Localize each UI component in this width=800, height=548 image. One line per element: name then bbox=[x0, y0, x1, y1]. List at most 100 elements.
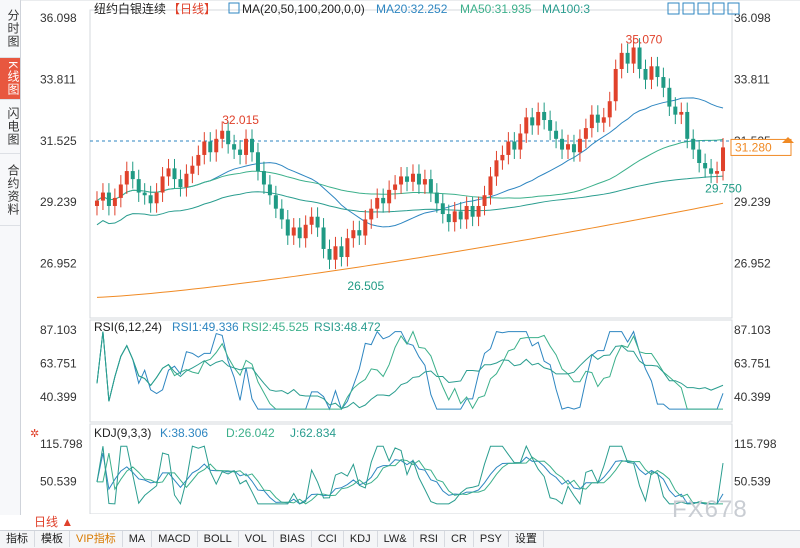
side-tab-3[interactable]: 合约资料 bbox=[0, 154, 20, 226]
indicator-button-6[interactable]: VOL bbox=[239, 531, 274, 547]
date-label-4: 2024/11 bbox=[613, 513, 656, 514]
candle-body-102 bbox=[703, 163, 708, 169]
header-symbol: 纽约白银连续 bbox=[94, 1, 166, 16]
candle-body-94 bbox=[655, 66, 660, 78]
indicator-button-5[interactable]: BOLL bbox=[198, 531, 239, 547]
candle-body-39 bbox=[327, 248, 332, 260]
indicator-button-2[interactable]: VIP指标 bbox=[70, 531, 123, 547]
candle-body-73 bbox=[530, 117, 535, 126]
watermark: FX678 bbox=[672, 496, 748, 523]
candle-body-34 bbox=[297, 227, 302, 239]
current-price: 31.280 bbox=[735, 140, 772, 154]
candle-body-4 bbox=[118, 184, 123, 198]
indicator-button-14[interactable]: 设置 bbox=[509, 531, 544, 547]
side-tab-2[interactable]: 闪电图 bbox=[0, 100, 20, 154]
indicator-button-9[interactable]: KDJ bbox=[344, 531, 378, 547]
price-left-3: 29.239 bbox=[40, 195, 77, 209]
rsi1-line bbox=[96, 330, 724, 411]
toolbar-plus-icon bbox=[667, 2, 680, 15]
candle-body-31 bbox=[279, 208, 284, 220]
side-tab-1[interactable]: K线图 bbox=[0, 58, 20, 100]
indicator-button-0[interactable]: 指标 bbox=[0, 531, 35, 547]
period-selector[interactable]: 日线 ▲ bbox=[34, 515, 74, 529]
price-right-4: 26.952 bbox=[734, 257, 771, 271]
candle-body-51 bbox=[399, 176, 404, 185]
candle-body-19 bbox=[208, 141, 213, 153]
candle-body-92 bbox=[643, 68, 648, 80]
candle-body-77 bbox=[554, 130, 559, 139]
candle-body-23 bbox=[232, 144, 237, 150]
candle-body-68 bbox=[500, 154, 505, 161]
candle-body-75 bbox=[542, 111, 547, 121]
candle-body-36 bbox=[309, 216, 314, 225]
candle-body-60 bbox=[452, 211, 457, 223]
candle-body-104 bbox=[715, 171, 720, 174]
candle-body-97 bbox=[673, 106, 678, 115]
candle-body-55 bbox=[422, 179, 427, 185]
candle-body-44 bbox=[357, 230, 362, 236]
candle-body-66 bbox=[488, 176, 493, 196]
indicator-button-1[interactable]: 模板 bbox=[35, 531, 70, 547]
candle-body-21 bbox=[220, 130, 225, 139]
indicator-button-10[interactable]: LW& bbox=[378, 531, 414, 547]
candle-body-37 bbox=[315, 216, 320, 228]
side-tab-0[interactable]: 分时图 bbox=[0, 0, 20, 58]
candle-body-11 bbox=[160, 176, 165, 193]
indicator-button-11[interactable]: RSI bbox=[414, 531, 445, 547]
candle-body-64 bbox=[476, 205, 481, 217]
rsi-right-1: 63.751 bbox=[734, 357, 771, 371]
ma-settings-icon bbox=[228, 2, 240, 14]
candle-body-3 bbox=[112, 197, 117, 206]
candle-body-83 bbox=[589, 114, 594, 129]
price-left-4: 26.952 bbox=[40, 257, 77, 271]
candle-body-101 bbox=[697, 149, 702, 164]
candle-body-100 bbox=[691, 138, 696, 150]
candle-body-65 bbox=[482, 195, 487, 206]
candle-body-25 bbox=[244, 138, 249, 155]
candle-body-78 bbox=[560, 138, 565, 150]
indicator-button-3[interactable]: MA bbox=[123, 531, 153, 547]
candle-body-12 bbox=[166, 168, 171, 177]
price-right-0: 36.098 bbox=[734, 11, 771, 25]
candle-body-40 bbox=[333, 246, 338, 260]
candle-body-54 bbox=[416, 173, 421, 185]
candle-body-85 bbox=[601, 117, 606, 123]
date-label-2: 2024/09 bbox=[384, 513, 428, 514]
candle-body-103 bbox=[709, 168, 714, 174]
header-ma50: MA50:31.935 bbox=[460, 2, 532, 16]
ma50-line bbox=[96, 138, 724, 202]
rsi-left-2: 40.399 bbox=[40, 390, 77, 404]
candle-body-96 bbox=[667, 87, 672, 107]
kdj-right-0: 115.798 bbox=[734, 437, 777, 451]
candle-body-79 bbox=[566, 144, 570, 150]
toolbar-right-icon bbox=[712, 2, 725, 15]
candle-body-50 bbox=[393, 184, 398, 190]
candle-body-70 bbox=[512, 141, 517, 150]
candle-body-9 bbox=[148, 195, 153, 204]
candle-body-69 bbox=[506, 141, 511, 155]
indicator-button-7[interactable]: BIAS bbox=[274, 531, 312, 547]
price-right-1: 33.811 bbox=[734, 72, 770, 86]
kdj-d-value: D:26.042 bbox=[226, 426, 275, 440]
indicator-button-8[interactable]: CCI bbox=[312, 531, 344, 547]
high-left-label: 32.015 bbox=[222, 113, 259, 127]
indicator-button-13[interactable]: PSY bbox=[474, 531, 509, 547]
candle-body-90 bbox=[631, 47, 636, 64]
candle-body-58 bbox=[440, 203, 445, 215]
kline-chart[interactable]: 36.09836.09833.81133.81131.52531.52529.2… bbox=[20, 0, 800, 514]
candle-body-105 bbox=[721, 147, 726, 172]
kdj-j-value: J:62.834 bbox=[290, 426, 336, 440]
candle-body-43 bbox=[351, 230, 356, 239]
indicator-button-12[interactable]: CR bbox=[445, 531, 474, 547]
candle-body-24 bbox=[238, 149, 243, 155]
candle-body-42 bbox=[345, 238, 350, 258]
candle-body-52 bbox=[405, 176, 410, 182]
low-right-label: 29.750 bbox=[705, 182, 742, 196]
indicator-button-4[interactable]: MACD bbox=[152, 531, 198, 547]
rsi2-value: RSI2:45.525 bbox=[242, 320, 309, 334]
candle-body-17 bbox=[196, 154, 201, 166]
candle-body-81 bbox=[577, 138, 582, 153]
candle-body-8 bbox=[142, 192, 147, 196]
candle-body-5 bbox=[124, 171, 129, 185]
candle-body-0 bbox=[94, 200, 99, 206]
